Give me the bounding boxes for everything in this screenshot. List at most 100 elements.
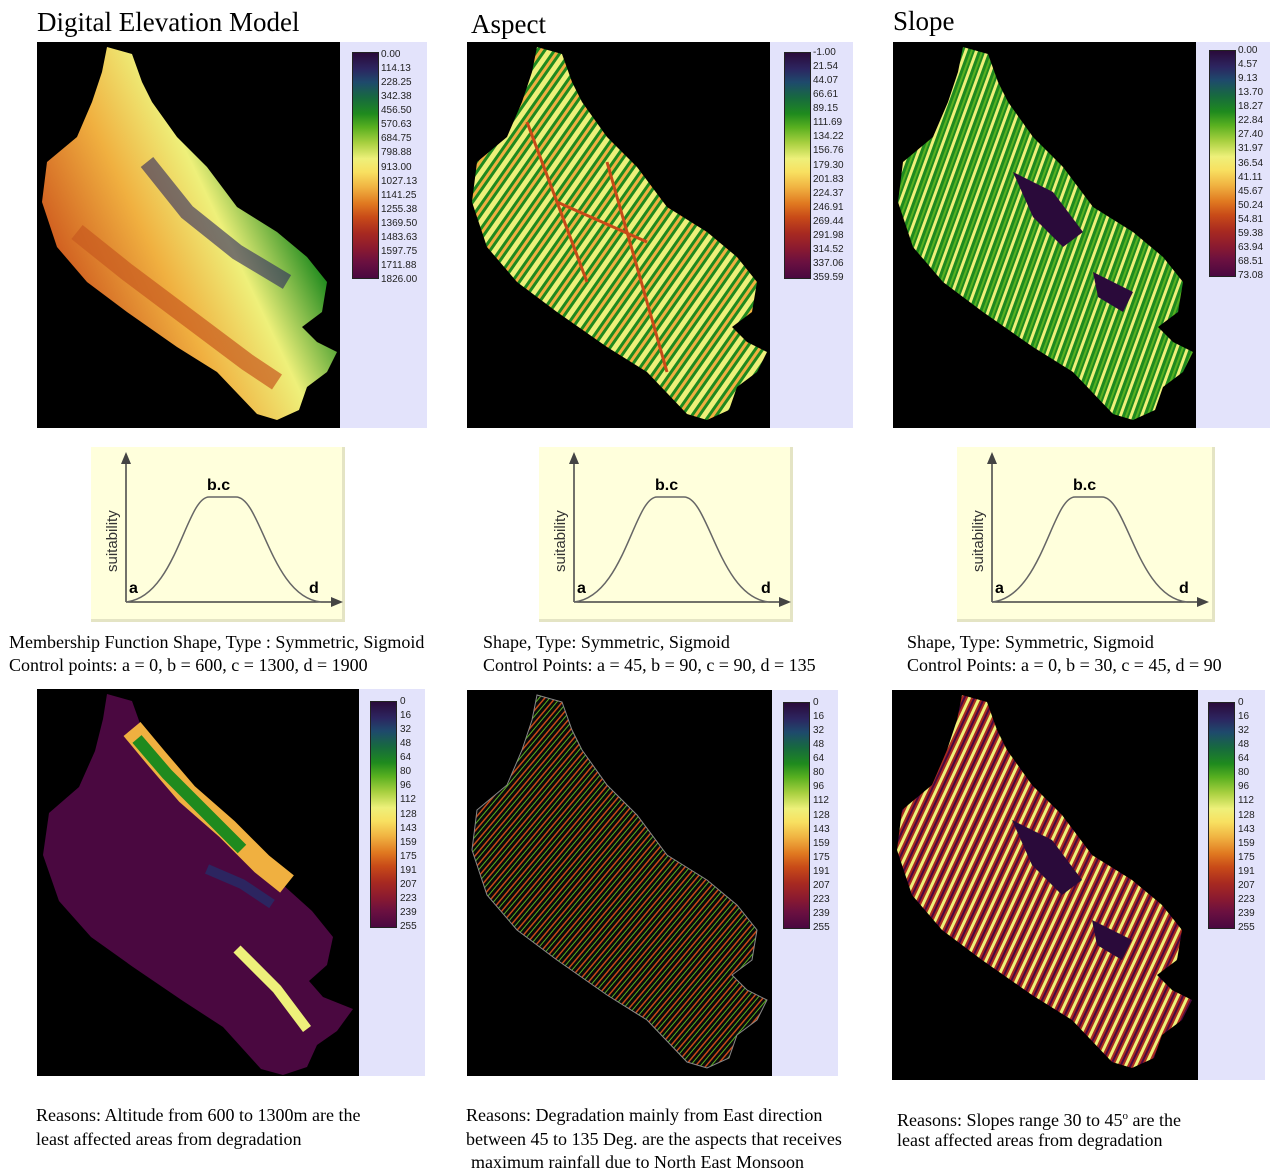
dem-suit-tick-6: 96 [400, 780, 412, 792]
aspect-tick-0: -1.00 [813, 47, 836, 58]
slope-tick-5: 22.84 [1238, 115, 1264, 127]
dem-suit-tick-12: 191 [400, 864, 417, 876]
aspect-tick-5: 111.69 [813, 117, 843, 129]
slope-suit-tick-12: 191 [1238, 865, 1255, 877]
dem-suit-tick-5: 80 [400, 766, 412, 778]
aspect-suit-tick-16: 255 [813, 922, 830, 933]
slope-tick-14: 63.94 [1238, 241, 1264, 253]
aspect-tick-14: 314.52 [813, 243, 844, 255]
dem-tick-11: 1255.38 [381, 203, 418, 215]
aspect-reason-line1: Reasons: Degradation mainly from East di… [466, 1105, 823, 1125]
aspect-tick-2: 44.07 [813, 75, 839, 87]
aspect-suit-tick-12: 191 [813, 865, 830, 877]
dem-tick-labels: 0.00 114.13 228.25 342.38 456.50 570.63 684.75… [381, 49, 427, 285]
dem-suit-tick-13: 207 [400, 878, 417, 890]
dem-suit-tick-9: 143 [400, 822, 417, 834]
slope-suit-tick-0: 0 [1238, 697, 1244, 708]
dem-suit-tick-1: 16 [400, 710, 412, 722]
slope-tick-16: 73.08 [1238, 270, 1264, 281]
aspect-point-d: d [761, 580, 771, 597]
aspect-tick-10: 224.37 [813, 187, 844, 199]
dem-tick-10: 1141.25 [381, 189, 417, 201]
dem-suit-tick-2: 32 [400, 724, 412, 736]
aspect-legend: -1.00 21.54 44.07 66.61 89.15 111.69 134.22 156… [770, 42, 853, 428]
slope-suitability-colorbar [1208, 702, 1235, 929]
slope-tick-10: 45.67 [1238, 185, 1264, 197]
slope-tick-9: 41.11 [1238, 171, 1263, 183]
aspect-caption-line2: Control Points: a = 45, b = 90, c = 90, … [483, 655, 816, 675]
aspect-tick-4: 89.15 [813, 103, 839, 115]
slope-tick-6: 27.40 [1238, 129, 1264, 141]
slope-tick-4: 18.27 [1238, 101, 1264, 113]
dem-tick-9: 1027.13 [381, 175, 418, 187]
dem-legend: 0.00 114.13 228.25 342.38 456.50 570.63 684.75… [340, 42, 427, 428]
dem-suitability-label: suitability [104, 510, 121, 572]
aspect-colorbar [784, 52, 811, 279]
slope-suit-tick-10: 159 [1238, 837, 1255, 849]
aspect-tick-8: 179.30 [813, 159, 844, 171]
slope-suit-tick-8: 128 [1238, 809, 1255, 821]
aspect-map [467, 42, 770, 428]
aspect-suit-tick-9: 143 [813, 823, 830, 835]
dem-reason-line2: least affected areas from degradation [36, 1129, 302, 1149]
slope-suit-tick-14: 223 [1238, 893, 1255, 905]
slope-suitability-panel: 0 16 32 48 64 80 96 112 128 143 159 175 191 207 223 239… [892, 690, 1265, 1080]
slope-reason-degree: o [1122, 1110, 1128, 1122]
aspect-suit-tick-2: 32 [813, 725, 825, 737]
slope-reason-text-end: are the [1127, 1110, 1181, 1130]
slope-tick-1: 4.57 [1238, 59, 1258, 71]
dem-title: Digital Elevation Model [37, 7, 300, 37]
dem-suit-tick-7: 112 [400, 794, 416, 806]
aspect-tick-16: 359.59 [813, 272, 844, 283]
aspect-tick-1: 21.54 [813, 61, 839, 73]
slope-reason-line1: Reasons: Slopes range 30 to 45o are the [897, 1105, 1181, 1132]
aspect-suit-tick-15: 239 [813, 907, 830, 919]
slope-suit-tick-1: 16 [1238, 711, 1250, 723]
slope-tick-8: 36.54 [1238, 157, 1264, 169]
slope-membership-function: suitability a b.c d [957, 447, 1215, 622]
dem-membership-curve [121, 452, 343, 607]
aspect-tick-7: 156.76 [813, 145, 844, 157]
slope-point-bc: b.c [1073, 477, 1097, 494]
slope-tick-3: 13.70 [1238, 87, 1264, 99]
slope-legend: 0.00 4.57 9.13 13.70 18.27 22.84 27.40 31.97 36.… [1196, 42, 1270, 428]
slope-tick-0: 0.00 [1238, 45, 1258, 56]
aspect-suitability-tick-labels: 0 16 32 48 64 80 96 112 128 143 159 175 191 207 223 239… [813, 697, 837, 933]
aspect-suit-tick-14: 223 [813, 893, 830, 905]
dem-reason-line1: Reasons: Altitude from 600 to 1300m are … [36, 1105, 361, 1125]
slope-reason-line2: least affected areas from degradation [897, 1130, 1163, 1150]
dem-map [37, 42, 340, 428]
slope-suit-tick-16: 255 [1238, 922, 1255, 933]
slope-suit-tick-9: 143 [1238, 823, 1255, 835]
slope-title: Slope [893, 6, 955, 36]
slope-membership-curve [987, 452, 1209, 607]
dem-tick-15: 1711.88 [381, 259, 417, 271]
dem-caption-line1: Membership Function Shape, Type : Symmet… [9, 632, 425, 652]
aspect-point-bc: b.c [655, 477, 679, 494]
aspect-suitability-legend: 0 16 32 48 64 80 96 112 128 143 159 175 191 207 223 239… [772, 690, 838, 1076]
dem-map-panel: 0.00 114.13 228.25 342.38 456.50 570.63 684.75… [37, 42, 427, 428]
slope-tick-11: 50.24 [1238, 199, 1264, 211]
aspect-suit-tick-8: 128 [813, 809, 830, 821]
aspect-tick-3: 66.61 [813, 89, 839, 101]
dem-suit-tick-0: 0 [400, 696, 406, 707]
slope-tick-15: 68.51 [1238, 255, 1264, 267]
slope-suitability-label: suitability [970, 510, 987, 572]
slope-suit-tick-7: 112 [1238, 795, 1254, 807]
aspect-suit-tick-3: 48 [813, 739, 825, 751]
slope-map-panel: 0.00 4.57 9.13 13.70 18.27 22.84 27.40 31.97 36.… [893, 42, 1270, 428]
slope-caption-line1: Shape, Type: Symmetric, Sigmoid [907, 632, 1154, 652]
slope-suit-tick-4: 64 [1238, 753, 1250, 765]
dem-tick-4: 456.50 [381, 105, 412, 117]
dem-suitability-panel: 0 16 32 48 64 80 96 112 128 143 159 175 191 207 223 239… [37, 689, 425, 1076]
aspect-suit-tick-0: 0 [813, 697, 819, 708]
dem-tick-3: 342.38 [381, 91, 412, 103]
slope-suit-tick-11: 175 [1238, 851, 1255, 863]
slope-suit-tick-15: 239 [1238, 907, 1255, 919]
aspect-tick-9: 201.83 [813, 173, 844, 185]
aspect-caption-line1: Shape, Type: Symmetric, Sigmoid [483, 632, 730, 652]
slope-map [893, 42, 1196, 428]
slope-tick-12: 54.81 [1238, 213, 1264, 225]
dem-suit-tick-4: 64 [400, 752, 412, 764]
dem-tick-7: 798.88 [381, 147, 412, 159]
